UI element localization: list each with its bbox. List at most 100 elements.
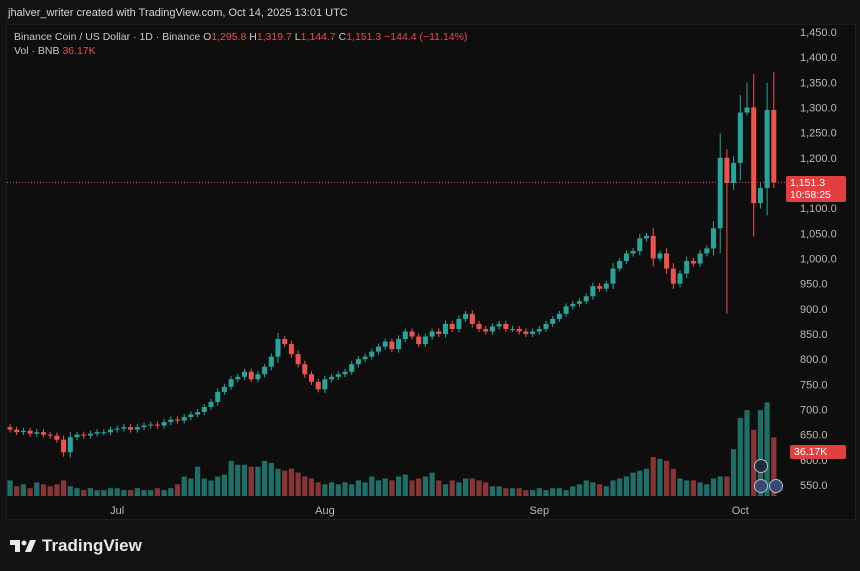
volume-bar — [322, 484, 328, 496]
candle-body — [235, 376, 241, 380]
volume-bar — [670, 468, 676, 496]
change-value: −144.4 (−11.14%) — [384, 31, 468, 43]
candle-body — [422, 336, 428, 345]
volume-label[interactable]: Vol · BNB — [14, 45, 60, 57]
volume-bar — [262, 460, 268, 496]
volume-bar — [744, 410, 750, 496]
volume-bar — [509, 488, 516, 496]
candle-body — [275, 339, 281, 357]
event-icon[interactable] — [754, 459, 768, 473]
volume-bar — [643, 468, 650, 496]
volume-bar — [121, 490, 127, 496]
tradingview-logo: TradingView — [10, 536, 142, 556]
candle-body — [744, 107, 750, 113]
flag-event-icon[interactable] — [769, 479, 783, 493]
volume-bar — [704, 484, 710, 496]
volume-bar — [27, 488, 33, 496]
volume-bar — [576, 484, 583, 496]
candle-body — [134, 427, 140, 430]
volume-bar — [516, 488, 522, 496]
volume-bar — [530, 490, 536, 496]
volume-bar — [221, 474, 227, 496]
candle-body — [530, 331, 536, 334]
price-axis-label: 1,450.0 — [800, 27, 837, 39]
price-axis-label: 650.0 — [800, 430, 828, 442]
volume-bar — [409, 480, 415, 496]
flag-event-icon[interactable] — [754, 479, 768, 493]
volume-bar — [677, 478, 683, 496]
candle-body — [476, 323, 482, 329]
candle-body — [315, 381, 321, 390]
volume-tag: 36.17K — [790, 445, 846, 459]
candle-body — [449, 323, 455, 329]
candle-body — [617, 261, 623, 269]
volume-bar — [20, 484, 26, 496]
price-axis-label: 1,000.0 — [800, 254, 837, 266]
volume-bar — [657, 458, 663, 496]
volume-bar — [349, 484, 355, 496]
candle-body — [764, 110, 770, 189]
candle-body — [563, 306, 569, 314]
volume-bar — [54, 484, 60, 496]
volume-bar — [503, 488, 509, 496]
candle-body — [342, 371, 348, 375]
volume-bar — [617, 478, 623, 496]
bar-countdown: 10:58:25 — [790, 189, 831, 201]
candle-body — [389, 341, 395, 350]
volume-bar — [737, 418, 743, 496]
volume-bar — [416, 478, 422, 496]
volume-bar — [282, 470, 288, 496]
volume-bar — [128, 490, 134, 496]
candle-body — [550, 318, 556, 324]
candle-body — [623, 253, 629, 262]
volume-bar — [630, 472, 636, 496]
volume-bar — [496, 486, 502, 496]
volume-bar — [134, 488, 140, 496]
volume-bar — [295, 472, 301, 496]
candle-body — [248, 371, 254, 380]
volume-bar — [315, 482, 321, 496]
candle-body — [523, 331, 529, 334]
volume-bar — [174, 484, 181, 496]
candle-body — [677, 273, 683, 284]
candle-body — [7, 427, 13, 430]
chart-pane[interactable] — [6, 24, 856, 520]
volume-bar — [597, 484, 603, 496]
candle-body — [731, 162, 737, 183]
candle-body — [27, 430, 33, 434]
candle-body — [168, 419, 174, 423]
volume-bar — [764, 402, 770, 496]
candle-body — [583, 296, 589, 302]
candle-body — [47, 434, 53, 436]
volume-bar — [436, 480, 442, 496]
volume-bar — [476, 480, 482, 496]
candle-body — [724, 157, 730, 183]
volume-bar — [556, 488, 562, 496]
volume-bar — [7, 480, 13, 496]
price-axis-label: 900.0 — [800, 304, 828, 316]
candle-body — [376, 346, 381, 352]
volume-bar — [449, 480, 455, 496]
candle-body — [108, 429, 113, 433]
candle-body — [536, 328, 542, 332]
volume-bar — [489, 486, 495, 496]
volume-bar — [375, 480, 382, 496]
volume-bar — [536, 488, 542, 496]
volume-bar — [34, 482, 40, 496]
candle-body — [255, 374, 261, 380]
candle-body — [14, 429, 20, 433]
symbol-title[interactable]: Binance Coin / US Dollar · 1D · Binance — [14, 31, 201, 43]
tradingview-logo-icon — [10, 540, 36, 552]
candle-body — [302, 364, 308, 375]
volume-bar — [463, 478, 469, 496]
candle-body — [349, 364, 355, 372]
volume-bar — [543, 490, 549, 496]
candle-body — [128, 427, 134, 430]
volume-bar — [396, 476, 402, 496]
volume-bar — [208, 480, 214, 496]
candle-body — [543, 323, 549, 329]
volume-bar — [107, 488, 114, 496]
volume-bar — [181, 476, 187, 496]
volume-bar — [650, 457, 656, 496]
